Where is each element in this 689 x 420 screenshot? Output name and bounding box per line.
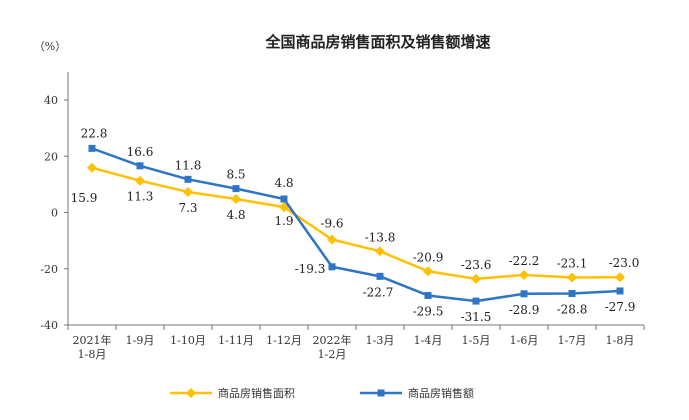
data-label-amount: -22.7 — [363, 285, 394, 299]
data-point-marker-area — [423, 266, 433, 277]
data-point-marker-amount — [424, 291, 432, 299]
x-tick-label: 2021年 1-8月 — [73, 333, 112, 361]
series-line-amount — [91, 147, 621, 303]
data-label-area: -20.9 — [413, 250, 444, 264]
x-tick-label: 1-4月 — [414, 334, 443, 347]
data-label-amount: -27.9 — [605, 300, 636, 314]
x-tick-label: 1-3月 — [366, 334, 395, 347]
data-label-area: 15.9 — [71, 191, 98, 205]
x-tick-label-line: 1-2月 — [318, 348, 347, 361]
legend-item-amount: 商品房销售额 — [360, 386, 474, 400]
data-point-marker-amount — [184, 175, 192, 183]
x-tick-label-line: 1-4月 — [414, 334, 443, 347]
data-label-area: -22.2 — [509, 254, 540, 268]
chart-title: 全国商品房销售面积及销售额增速 — [264, 33, 490, 51]
data-label-area: -23.0 — [609, 256, 640, 270]
data-labels: 15.9 11.3 7.3 4.8 1.9 -9.6 -13.8 -20.9 -23.6 -22.… — [71, 126, 640, 324]
data-point-marker-amount — [616, 287, 624, 295]
x-tick-label-line: 1-10月 — [170, 334, 206, 347]
legend: 商品房销售面积 商品房销售额 — [170, 386, 474, 400]
data-label-area: -23.1 — [557, 256, 588, 270]
x-tick-label-line: 1-9月 — [126, 334, 155, 347]
x-tick-label: 1-9月 — [126, 334, 155, 347]
data-point-marker-amount — [520, 290, 528, 298]
legend-item-area: 商品房销售面积 — [170, 386, 295, 400]
x-tick-label: 1-8月 — [606, 334, 635, 347]
series-lines — [87, 144, 625, 305]
data-label-area: -13.8 — [365, 230, 396, 244]
x-tick-label-line: 1-3月 — [366, 334, 395, 347]
x-tick-label: 1-6月 — [510, 334, 539, 347]
y-tick-label: 20 — [44, 150, 58, 163]
data-point-marker-amount — [376, 272, 384, 280]
data-point-marker-area — [519, 269, 529, 280]
data-point-marker-area — [327, 234, 337, 245]
x-tick-label-line: 1-6月 — [510, 334, 539, 347]
x-tick-label-line: 2021年 — [73, 333, 112, 347]
x-tick-label-line: 1-7月 — [558, 334, 587, 347]
y-tick-label: -40 — [40, 319, 58, 332]
data-point-marker-amount — [136, 162, 144, 170]
data-point-marker-amount — [328, 263, 336, 271]
x-tick-label: 1-5月 — [462, 334, 491, 347]
data-point-marker-area — [567, 272, 577, 283]
data-label-area: -23.6 — [461, 258, 492, 272]
data-point-marker-area — [615, 272, 625, 283]
data-label-amount: -19.3 — [295, 262, 326, 276]
data-point-marker-area — [183, 186, 193, 197]
legend-label: 商品房销售面积 — [218, 386, 295, 400]
x-tick-label: 1-11月 — [218, 334, 254, 347]
x-tick-label-line: 1-12月 — [266, 334, 302, 347]
data-point-marker-area — [471, 273, 481, 284]
data-label-amount: -29.5 — [413, 304, 444, 318]
data-point-marker-amount — [280, 195, 288, 203]
data-label-area: 1.9 — [274, 214, 293, 228]
data-label-amount: 8.5 — [226, 168, 245, 182]
y-tick-label: 40 — [44, 94, 58, 107]
x-tick-label: 2022年 1-2月 — [313, 333, 352, 361]
x-tick-label-line: 2022年 — [313, 333, 352, 347]
data-point-marker-amount — [232, 185, 240, 193]
y-axis-unit-label: （%） — [34, 40, 66, 53]
data-label-area: 7.3 — [178, 201, 197, 215]
data-label-amount: -31.5 — [461, 310, 492, 324]
x-tick-label-line: 1-5月 — [462, 334, 491, 347]
data-label-area: 11.3 — [127, 190, 154, 204]
x-tick-label-line: 1-8月 — [78, 348, 107, 361]
x-tick-label: 1-10月 — [170, 334, 206, 347]
legend-marker-square — [377, 389, 385, 397]
data-point-marker-amount — [472, 297, 480, 305]
data-label-amount: -28.9 — [509, 303, 540, 317]
data-point-marker-area — [375, 246, 385, 257]
data-point-marker-area — [87, 162, 97, 173]
x-tick-label-line: 1-11月 — [218, 334, 254, 347]
data-label-amount: 4.8 — [274, 176, 293, 190]
x-tick-label-line: 1-8月 — [606, 334, 635, 347]
x-tick-label: 1-12月 — [266, 334, 302, 347]
x-tick-label: 1-7月 — [558, 334, 587, 347]
data-point-marker-amount — [568, 290, 576, 297]
data-label-amount: -28.8 — [557, 303, 588, 317]
legend-label: 商品房销售额 — [408, 386, 474, 400]
data-label-amount: 11.8 — [175, 158, 202, 172]
y-tick-label: -20 — [40, 263, 58, 276]
data-label-amount: 22.8 — [81, 126, 108, 140]
y-tick-label: 0 — [51, 207, 58, 220]
data-label-amount: 16.6 — [127, 145, 154, 159]
series-line-area — [91, 166, 621, 281]
legend-marker-diamond — [186, 388, 196, 398]
data-point-marker-amount — [88, 144, 96, 152]
data-point-marker-area — [135, 175, 145, 186]
data-label-area: 4.8 — [226, 208, 245, 222]
data-label-area: -9.6 — [320, 217, 343, 231]
data-point-marker-area — [231, 194, 241, 204]
